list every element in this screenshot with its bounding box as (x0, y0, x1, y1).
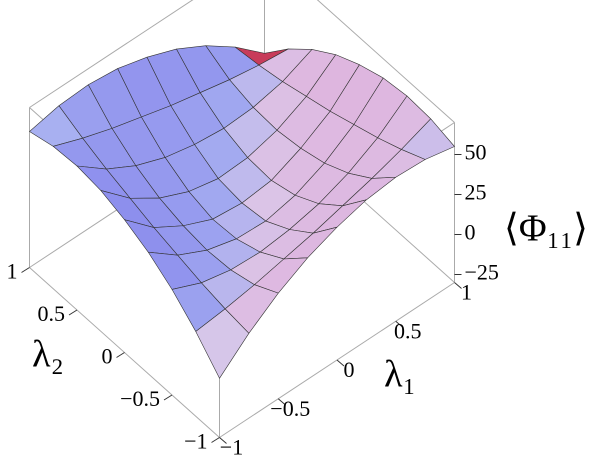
y-tick-label: −0.5 (120, 386, 160, 411)
x-tick-label: 1 (461, 280, 472, 305)
x-tick (454, 282, 462, 289)
x-tick-label: −1 (220, 435, 243, 460)
surface-face (195, 308, 250, 379)
z-tick-label: 0 (465, 220, 476, 245)
x-tick-label: −0.5 (270, 396, 310, 421)
x-tick (219, 437, 227, 444)
x-tick-label: 0.5 (394, 318, 422, 343)
y-tick-label: −1 (184, 429, 207, 454)
y-axis-label: λ₂ (32, 334, 64, 376)
y-tick-label: 0.5 (38, 301, 66, 326)
y-tick (68, 309, 78, 316)
z-axis-label: ⟨Φ₁₁⟩ (504, 208, 588, 250)
box-edge (29, 0, 194, 108)
y-tick-label: 1 (7, 259, 18, 284)
x-tick (336, 359, 345, 367)
z-tick-label: 25 (465, 180, 487, 205)
y-tick (116, 352, 125, 358)
y-tick (163, 394, 173, 401)
y-tick-label: 0 (102, 344, 113, 369)
z-tick-label: −25 (465, 260, 499, 285)
x-axis-label: λ₁ (384, 354, 416, 396)
x-tick (395, 320, 404, 328)
x-tick-label: 0 (344, 357, 355, 382)
box-edge (316, 0, 455, 123)
z-tick-label: 50 (465, 140, 487, 165)
x-tick (277, 398, 286, 406)
y-tick (211, 437, 220, 443)
y-tick (21, 267, 30, 273)
